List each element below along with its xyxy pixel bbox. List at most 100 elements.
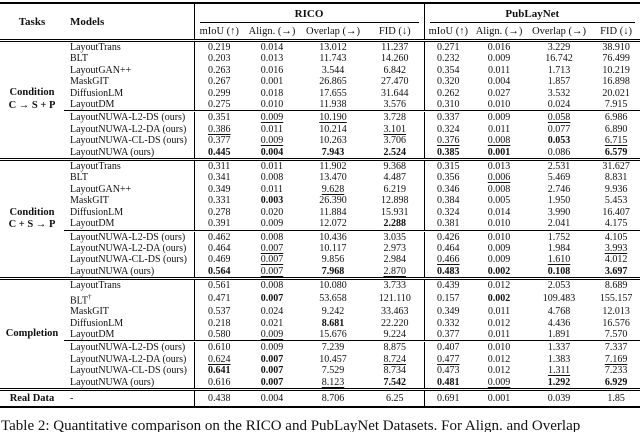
model-name-cell: LayoutNUWA-L2-DA (ours): [64, 242, 195, 255]
table-row: Real Data - 0.438 0.004 8.706 6.25 0.691 0.001 0…: [0, 389, 640, 408]
value-cell: 0.471: [208, 293, 231, 305]
task-cell: Condition C → S + P: [8, 87, 56, 112]
value-cell: 0.337: [437, 112, 460, 124]
value-cell: 0.012: [487, 317, 511, 329]
table-row: LayoutNUWA-L2-DS (ours) 0.351 0.009 10.190 3…: [0, 112, 640, 124]
value-cell: 3.733: [366, 278, 425, 292]
value-cell: 0.004: [487, 76, 511, 88]
value-cell: 1.857: [547, 76, 571, 88]
value-cell: 13.470: [319, 172, 347, 184]
metric-header-publaynet-overlap: Overlap (→): [526, 23, 593, 42]
value-cell: 53.658: [319, 293, 347, 305]
value-cell: 6.219: [366, 183, 425, 196]
value-cell: 26.865: [319, 76, 347, 88]
value-cell: 0.007: [260, 254, 284, 266]
value-cell: 0.011: [487, 64, 511, 76]
real-data-group: Real Data - 0.438 0.004 8.706 6.25 0.691 0.001 0…: [0, 389, 640, 408]
value-cell: 0.007: [260, 376, 284, 388]
value-cell: 11.237: [366, 40, 425, 54]
metric-header-rico-miou: mIoU (↑): [194, 23, 244, 42]
value-cell: 15.676: [319, 329, 347, 341]
model-name-cell: DiffusionLM: [64, 87, 195, 100]
value-cell: 0.013: [487, 161, 511, 173]
value-cell: 0.381: [437, 218, 460, 230]
value-cell: 7.529: [321, 365, 345, 377]
table-row: Condition C + S → P LayoutTrans 0.311 0.011 1…: [0, 159, 640, 230]
value-cell: 0.001: [487, 393, 511, 405]
table-row: BLT 0.341 0.008 13.470 4.487 0.356 0.006 5.469 8…: [0, 172, 640, 184]
value-cell: 4.175: [604, 218, 628, 230]
value-cell: 2.041: [547, 218, 571, 230]
value-cell: 2.746: [547, 183, 571, 195]
model-name-cell: DiffusionLM: [64, 206, 195, 219]
value-cell: 0.438: [208, 393, 231, 405]
value-cell: 0.010: [487, 231, 511, 243]
model-name-cell: MaskGIT: [64, 195, 195, 207]
value-cell: 12.013: [602, 306, 630, 318]
value-cell: 0.053: [547, 135, 571, 147]
value-cell: 3.990: [547, 206, 571, 218]
value-cell: 0.464: [437, 242, 460, 254]
model-name-cell: LayoutGAN++: [64, 64, 195, 77]
metric-header-rico-overlap: Overlap (→): [300, 23, 366, 42]
value-cell: 0.011: [260, 183, 284, 195]
value-cell: 1.713: [547, 64, 571, 76]
model-name-cell: LayoutNUWA-L2-DS (ours): [64, 112, 195, 124]
value-cell: 0.610: [208, 342, 231, 354]
value-cell: 0.011: [260, 161, 284, 173]
value-cell: 0.320: [437, 76, 460, 88]
metric-header-publaynet-miou: mIoU (↑): [424, 23, 473, 42]
table-row: DiffusionLM 0.299 0.018 17.655 31.644 0.262 0.…: [0, 87, 640, 100]
header-row-metrics: mIoU (↑) Align. (→) Overlap (→) FID (↓) …: [0, 23, 640, 42]
value-cell: 0.271: [437, 42, 460, 53]
value-cell: 9.628: [321, 183, 345, 195]
value-cell: 0.014: [260, 42, 284, 53]
value-cell: 7.943: [321, 146, 345, 158]
value-cell: 9.936: [604, 183, 628, 195]
value-cell: 0.005: [487, 195, 511, 207]
value-cell: 0.385: [437, 146, 460, 158]
table-row: DiffusionLM 0.218 0.021 8.681 22.220 0.332 0.0…: [0, 317, 640, 330]
value-cell: 0.002: [487, 293, 511, 305]
value-cell: 0.007: [260, 293, 284, 305]
task-group: Condition C → S + P LayoutTrans 0.219 0.014 1…: [0, 40, 640, 160]
value-cell: 0.011: [487, 306, 511, 318]
metric-header-publaynet-align: Align. (→): [472, 23, 527, 42]
value-cell: 0.278: [208, 206, 231, 218]
table-row: MaskGIT 0.537 0.024 9.242 33.463 0.349 0.011 4.…: [0, 306, 640, 318]
model-name-cell: LayoutNUWA-CL-DS (ours): [64, 135, 195, 147]
table-row: DiffusionLM 0.278 0.020 11.884 15.931 0.324 0.…: [0, 206, 640, 219]
value-cell: 3.229: [547, 42, 571, 53]
value-cell: 0.008: [260, 172, 284, 184]
value-cell: 0.481: [437, 376, 460, 388]
value-cell: 0.262: [437, 87, 460, 99]
value-cell: 4.768: [547, 306, 571, 318]
value-cell: 12.072: [319, 218, 347, 230]
model-name-cell: BLT†: [64, 291, 195, 307]
value-cell: 0.469: [208, 254, 231, 266]
model-name-cell: LayoutNUWA (ours): [64, 376, 195, 390]
value-cell: 0.267: [208, 76, 231, 88]
value-cell: 0.009: [487, 254, 511, 266]
value-cell: 7.542: [366, 376, 425, 390]
value-cell: 8.123: [321, 376, 345, 388]
results-table: Tasks Models RICO PubLayNet mIoU (↑) Ali…: [0, 2, 640, 409]
value-cell: 3.544: [321, 64, 345, 76]
value-cell: 0.016: [487, 42, 511, 53]
table-row: MaskGIT 0.267 0.001 26.865 27.470 0.320 0.004 1…: [0, 76, 640, 88]
value-cell: 3.101: [366, 123, 425, 136]
model-name-cell: DiffusionLM: [64, 317, 195, 330]
model-name-cell: LayoutGAN++: [64, 183, 195, 196]
table-row: LayoutNUWA (ours) 0.616 0.007 8.123 7.542 0.4…: [0, 376, 640, 390]
metric-header-publaynet-fid: FID (↓): [592, 23, 640, 42]
value-cell: 0.009: [260, 135, 284, 147]
value-cell: 6.579: [604, 146, 628, 158]
task-group: Condition C + S → P LayoutTrans 0.311 0.011 1…: [0, 159, 640, 279]
value-cell: 20.021: [602, 87, 630, 99]
model-name-cell: LayoutNUWA-L2-DS (ours): [64, 342, 195, 354]
value-cell: 6.715: [604, 135, 628, 147]
value-cell: 0.004: [260, 146, 284, 158]
value-cell: 0.008: [260, 231, 284, 243]
value-cell: 0.349: [208, 183, 231, 195]
value-cell: 16.898: [602, 76, 630, 88]
